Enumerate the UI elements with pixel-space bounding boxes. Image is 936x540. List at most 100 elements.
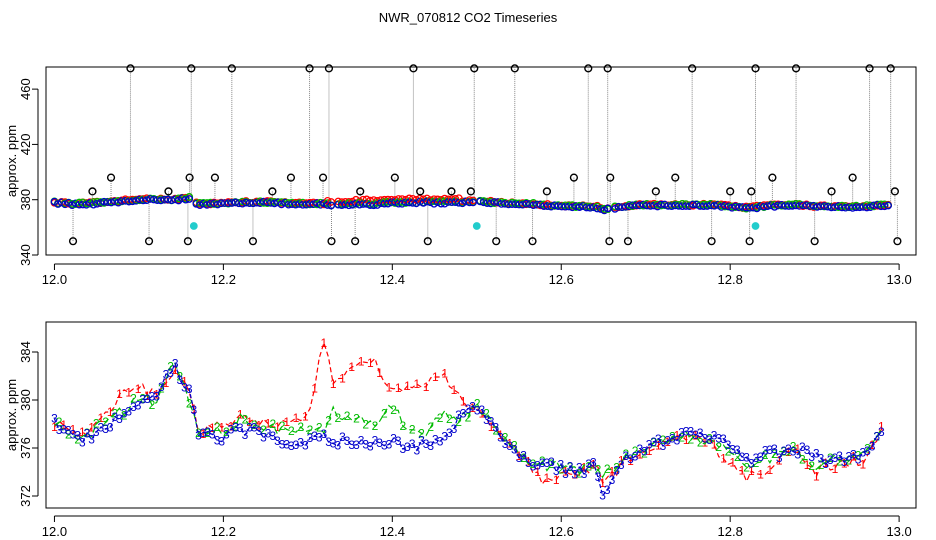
bottom-series-marker-1: 1 (218, 421, 225, 435)
top-outlier-point (318, 173, 328, 182)
top-data-point (777, 201, 786, 209)
bottom-series-marker-2: 2 (223, 425, 230, 439)
top-outlier-point (185, 173, 194, 182)
bottom-series-marker-3: 3 (130, 400, 137, 414)
bottom-series-marker-2: 2 (316, 421, 323, 435)
top-data-point (486, 199, 495, 208)
top-outlier-point (603, 64, 612, 73)
bottom-y-tick-label: 372 (18, 485, 33, 507)
bottom-series-marker-2: 2 (427, 420, 434, 434)
top-outlier-point (248, 237, 258, 246)
bottom-series-marker-2: 2 (214, 420, 221, 434)
bottom-series-marker-2: 2 (715, 440, 722, 454)
top-outlier-point (106, 173, 116, 182)
top-data-point (550, 201, 559, 210)
top-y-axis: 340 380 420 460 (18, 78, 39, 266)
bottom-series-marker-1: 1 (88, 420, 95, 434)
bottom-series-marker-3: 3 (372, 434, 379, 448)
bottom-series-marker-2: 2 (344, 409, 351, 423)
bottom-series-marker-1: 1 (432, 370, 439, 384)
top-data-point (511, 200, 520, 209)
bottom-series-marker-1: 1 (321, 336, 328, 350)
bottom-series-marker-3: 3 (585, 457, 592, 471)
top-outlier-point (886, 64, 895, 73)
bottom-series-marker-3: 3 (251, 421, 258, 435)
top-outlier-point (584, 64, 593, 73)
top-data-point (841, 203, 850, 212)
bottom-series-marker-3: 3 (729, 443, 736, 457)
top-data-point (820, 202, 829, 210)
top-data-point (455, 198, 463, 207)
top-data-point (682, 202, 690, 210)
bottom-series-marker-3: 3 (283, 438, 290, 452)
bottom-series-marker-3: 3 (418, 433, 425, 447)
bottom-series-marker-1: 1 (506, 437, 513, 451)
bottom-series-marker-3: 3 (595, 470, 602, 484)
top-data-point (596, 205, 605, 213)
bottom-series-marker-3: 3 (79, 436, 86, 450)
top-data-point (799, 201, 807, 210)
top-outlier-point (688, 64, 697, 73)
top-data-point (327, 201, 336, 210)
top-data-point (731, 202, 740, 211)
top-data-point (522, 199, 531, 208)
bottom-series-marker-3: 3 (571, 468, 578, 482)
bottom-series-marker-3: 3 (850, 448, 857, 462)
top-data-point (671, 201, 680, 210)
top-data-point (660, 200, 669, 209)
bottom-series-marker-2: 2 (139, 392, 146, 406)
bottom-series-marker-3: 3 (506, 439, 513, 453)
bottom-series-marker-3: 3 (432, 433, 439, 447)
bottom-series-marker-1: 1 (302, 409, 309, 423)
bottom-series-marker-1: 1 (98, 411, 105, 425)
top-data-point (224, 199, 233, 207)
bottom-series-marker-1: 1 (311, 381, 318, 395)
bottom-series-marker-2: 2 (130, 392, 137, 406)
top-outlier-point (227, 64, 236, 73)
bottom-series-marker-2: 2 (93, 416, 100, 430)
top-outlier-point (305, 64, 314, 73)
bottom-series-marker-3: 3 (172, 357, 179, 371)
bottom-series-marker-3: 3 (590, 456, 597, 470)
bottom-series-marker-1: 1 (516, 449, 523, 463)
bottom-series-marker-1: 1 (757, 467, 764, 481)
bottom-series-marker-1: 1 (209, 421, 216, 435)
bottom-series-marker-3: 3 (237, 421, 244, 435)
bottom-series-marker-1: 1 (460, 395, 467, 409)
top-data-point (196, 198, 204, 207)
top-data-point (515, 200, 524, 209)
bottom-series-marker-2: 2 (595, 463, 602, 477)
bottom-series-marker-3: 3 (302, 438, 309, 452)
bottom-series-marker-3: 3 (878, 425, 885, 439)
bottom-series-marker-3: 3 (98, 420, 105, 434)
top-data-point (809, 201, 818, 210)
top-outlier-point (210, 173, 220, 182)
top-data-point (96, 199, 105, 207)
top-data-point (568, 203, 577, 212)
bottom-series-marker-2: 2 (548, 457, 555, 471)
bottom-series-marker-3: 3 (636, 442, 643, 456)
bottom-series-marker-1: 1 (636, 448, 643, 462)
bottom-y-tick-label: 384 (18, 341, 33, 363)
top-data-point (256, 199, 265, 207)
bottom-series-marker-3: 3 (390, 431, 397, 445)
bottom-series-marker-3: 3 (581, 467, 588, 481)
bottom-series-marker-2: 2 (660, 433, 667, 447)
bottom-series-marker-2: 2 (520, 451, 527, 465)
bottom-series-marker-3: 3 (334, 439, 341, 453)
bottom-series-marker-2: 2 (149, 398, 156, 412)
top-data-point (533, 200, 541, 209)
bottom-series-marker-2: 2 (585, 460, 592, 474)
bottom-series-marker-2: 2 (288, 424, 295, 438)
bottom-series-marker-3: 3 (200, 426, 207, 440)
top-data-point (362, 195, 371, 204)
bottom-series-marker-3: 3 (609, 473, 616, 487)
top-outlier-point (890, 187, 899, 196)
bottom-y-axis: 372 376 380 384 (18, 341, 39, 507)
top-outlier-point (865, 64, 874, 73)
bottom-series-marker-2: 2 (530, 457, 537, 471)
bottom-series-marker-3: 3 (437, 434, 444, 448)
bottom-series-marker-3: 3 (65, 424, 72, 438)
top-data-point (738, 203, 747, 211)
